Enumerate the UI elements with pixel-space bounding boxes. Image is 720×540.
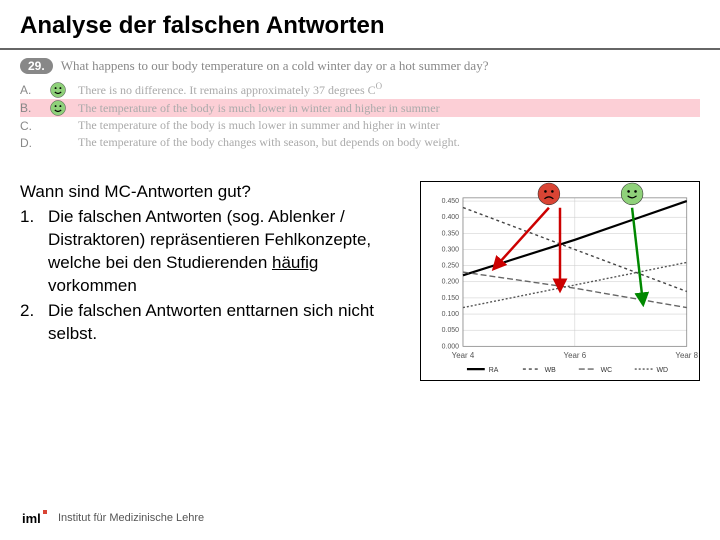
logo-icon: iml: [20, 508, 48, 528]
answer-row: A. There is no difference. It remains ap…: [20, 80, 700, 99]
svg-text:RA: RA: [489, 367, 499, 374]
answer-text: The temperature of the body is much lowe…: [78, 101, 700, 116]
footer: iml Institut für Medizinische Lehre: [20, 508, 204, 528]
answer-text: The temperature of the body changes with…: [78, 135, 700, 150]
svg-text:Year 6: Year 6: [564, 351, 587, 360]
answer-label: A.: [20, 83, 38, 97]
svg-text:Year 4: Year 4: [452, 351, 475, 360]
svg-text:0.200: 0.200: [442, 279, 459, 286]
list-number: 1.: [20, 206, 48, 298]
svg-text:iml: iml: [22, 511, 41, 526]
title-bar: Analyse der falschen Antworten: [0, 0, 720, 50]
svg-text:0.350: 0.350: [442, 230, 459, 237]
list-body: Die falschen Antworten enttarnen sich ni…: [48, 300, 402, 346]
svg-text:0.050: 0.050: [442, 327, 459, 334]
chart-svg: 0.000 0.050 0.100 0.150 0.200 0.250 0.300 0.350…: [421, 182, 699, 380]
svg-text:Year 8: Year 8: [675, 351, 698, 360]
green-smiley-icon: [48, 100, 68, 116]
list-number: 2.: [20, 300, 48, 346]
body-text: Wann sind MC-Antworten gut? 1.Die falsch…: [20, 181, 402, 381]
page-title: Analyse der falschen Antworten: [20, 12, 700, 40]
svg-text:0.450: 0.450: [442, 198, 459, 205]
answer-text: There is no difference. It remains appro…: [78, 81, 700, 98]
answer-row: B. The temperature of the body is much l…: [20, 99, 700, 117]
svg-text:WB: WB: [545, 367, 557, 374]
svg-text:WC: WC: [601, 367, 613, 374]
body-heading: Wann sind MC-Antworten gut?: [20, 181, 402, 204]
svg-text:WD: WD: [657, 367, 669, 374]
answer-text: The temperature of the body is much lowe…: [78, 118, 700, 133]
question-row: 29. What happens to our body temperature…: [20, 58, 700, 74]
answer-row: C. The temperature of the body is much lo…: [20, 117, 700, 134]
list-body: Die falschen Antworten (sog. Ablenker / …: [48, 206, 402, 298]
main-content: Wann sind MC-Antworten gut? 1.Die falsch…: [0, 151, 720, 381]
svg-text:0.300: 0.300: [442, 246, 459, 253]
question-number-badge: 29.: [20, 58, 53, 74]
list-item: 1.Die falschen Antworten (sog. Ablenker …: [20, 206, 402, 298]
body-list: 1.Die falschen Antworten (sog. Ablenker …: [20, 206, 402, 346]
answer-list: A. There is no difference. It remains ap…: [20, 80, 700, 151]
svg-text:0.400: 0.400: [442, 214, 459, 221]
svg-text:0.100: 0.100: [442, 311, 459, 318]
answer-label: B.: [20, 101, 38, 115]
svg-text:0.000: 0.000: [442, 343, 459, 350]
svg-text:0.150: 0.150: [442, 295, 459, 302]
footer-text: Institut für Medizinische Lehre: [58, 512, 204, 524]
green-smiley-icon: [48, 82, 68, 98]
answer-label: D.: [20, 136, 38, 150]
list-item: 2.Die falschen Antworten enttarnen sich …: [20, 300, 402, 346]
answer-label: C.: [20, 119, 38, 133]
question-text: What happens to our body temperature on …: [61, 58, 489, 74]
answer-row: D. The temperature of the body changes wi…: [20, 134, 700, 151]
line-chart: 0.000 0.050 0.100 0.150 0.200 0.250 0.300 0.350…: [420, 181, 700, 381]
svg-text:0.250: 0.250: [442, 263, 459, 270]
question-block: 29. What happens to our body temperature…: [0, 50, 720, 151]
